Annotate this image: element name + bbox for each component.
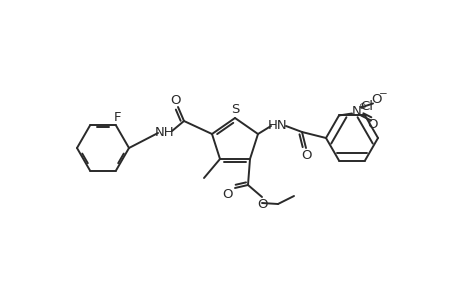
Text: O: O (222, 188, 233, 200)
Text: F: F (114, 111, 122, 124)
Text: Cl: Cl (360, 100, 373, 113)
Text: O: O (257, 197, 268, 211)
Text: O: O (371, 93, 381, 106)
Text: −: − (378, 89, 386, 100)
Text: O: O (170, 94, 181, 106)
Text: HN: HN (268, 118, 287, 131)
Text: NH: NH (155, 125, 174, 139)
Text: ⊕: ⊕ (358, 102, 365, 111)
Text: N: N (351, 105, 361, 118)
Text: S: S (230, 103, 239, 116)
Text: O: O (367, 118, 377, 131)
Text: O: O (301, 148, 312, 161)
